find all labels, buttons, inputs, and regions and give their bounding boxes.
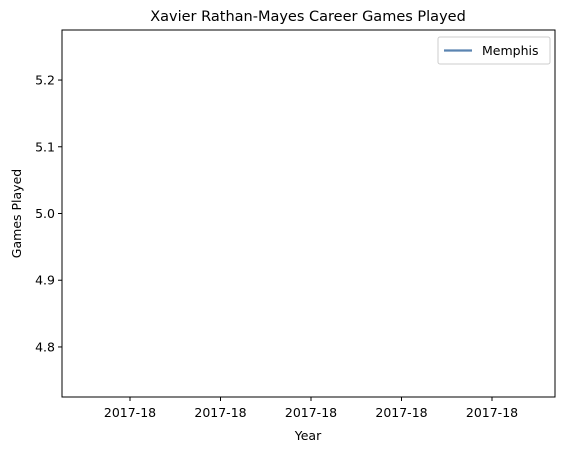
y-tick-label: 5.0 [35,206,55,221]
chart-title: Xavier Rathan-Mayes Career Games Played [150,9,466,25]
y-tick-label: 5.1 [35,139,55,154]
legend-label-memphis: Memphis [482,43,539,58]
x-tick-label: 2017-18 [375,405,427,420]
x-tick-label: 2017-18 [104,405,156,420]
y-tick-label: 5.2 [35,73,55,88]
x-tick-label: 2017-18 [466,405,518,420]
y-tick-label: 4.8 [35,339,55,354]
plot-area-frame [61,29,556,398]
x-axis-label: Year [294,428,322,443]
legend-box [437,36,551,65]
x-axis-ticks: 2017-18 2017-18 2017-18 2017-18 2017-18 [104,397,518,420]
legend: Memphis [437,36,551,65]
y-axis-label: Games Played [9,169,24,258]
y-axis-ticks: 4.8 4.9 5.0 5.1 5.2 [35,73,62,354]
x-tick-label: 2017-18 [194,405,246,420]
x-tick-label: 2017-18 [285,405,337,420]
y-tick-label: 4.9 [35,273,55,288]
